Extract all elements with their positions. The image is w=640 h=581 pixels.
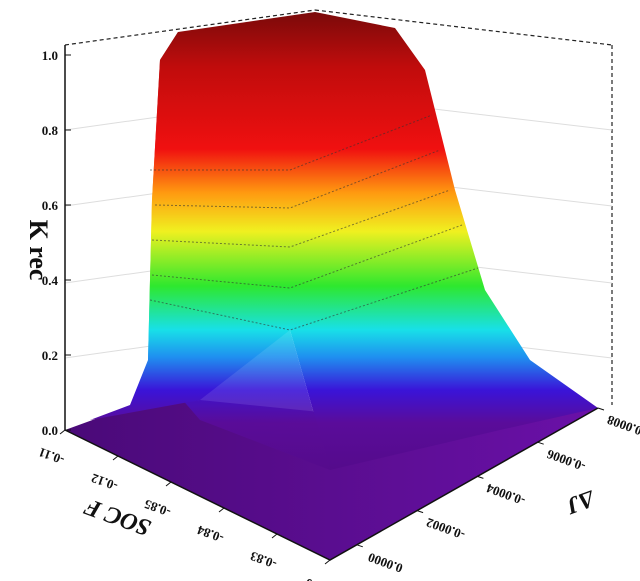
y-tick-mark <box>416 510 424 514</box>
contour-lines <box>149 114 479 331</box>
z-tick-label: 0.4 <box>42 273 59 288</box>
y-tick-label: 0.0000 <box>366 550 405 576</box>
z-axis-label: K rec <box>24 220 53 281</box>
z-tick-label: 0.0 <box>42 423 58 438</box>
x-tick-label: -0.83 <box>248 548 279 572</box>
y-tick-mark <box>356 544 363 548</box>
x-tick-mark <box>218 507 225 513</box>
x-tick-mark <box>165 481 172 487</box>
x-tick-mark <box>324 559 331 565</box>
x-tick-mark <box>59 429 66 435</box>
z-tick-label: 1.0 <box>42 48 58 63</box>
x-tick-label: -0.84 <box>195 522 226 546</box>
y-axis-label: ΔJ <box>562 484 598 518</box>
x-tick-mark <box>112 455 119 461</box>
y-tick-label: -0.0006 <box>544 446 587 474</box>
z-tick-label: 0.2 <box>42 348 58 363</box>
z-tick-label: 0.8 <box>42 123 59 138</box>
z-tick-label: 0.6 <box>42 198 59 213</box>
y-tick-label: -0.0008 <box>605 412 640 440</box>
x-tick-label: -0.12 <box>89 471 120 494</box>
y-tick-label: -0.0004 <box>484 481 527 509</box>
y-tick-label: -0.0002 <box>424 515 467 543</box>
x-tick-label: 0.80 <box>303 575 330 581</box>
box-frame <box>64 9 613 405</box>
surface-front-face <box>148 32 330 470</box>
y-tick-mark <box>597 407 605 411</box>
x-tick-mark <box>271 533 278 539</box>
y-tick-mark <box>477 475 484 479</box>
x-axis-label: SOC F <box>81 493 154 541</box>
y-tick-mark <box>537 441 544 445</box>
x-tick-label: -0.11 <box>37 445 67 468</box>
